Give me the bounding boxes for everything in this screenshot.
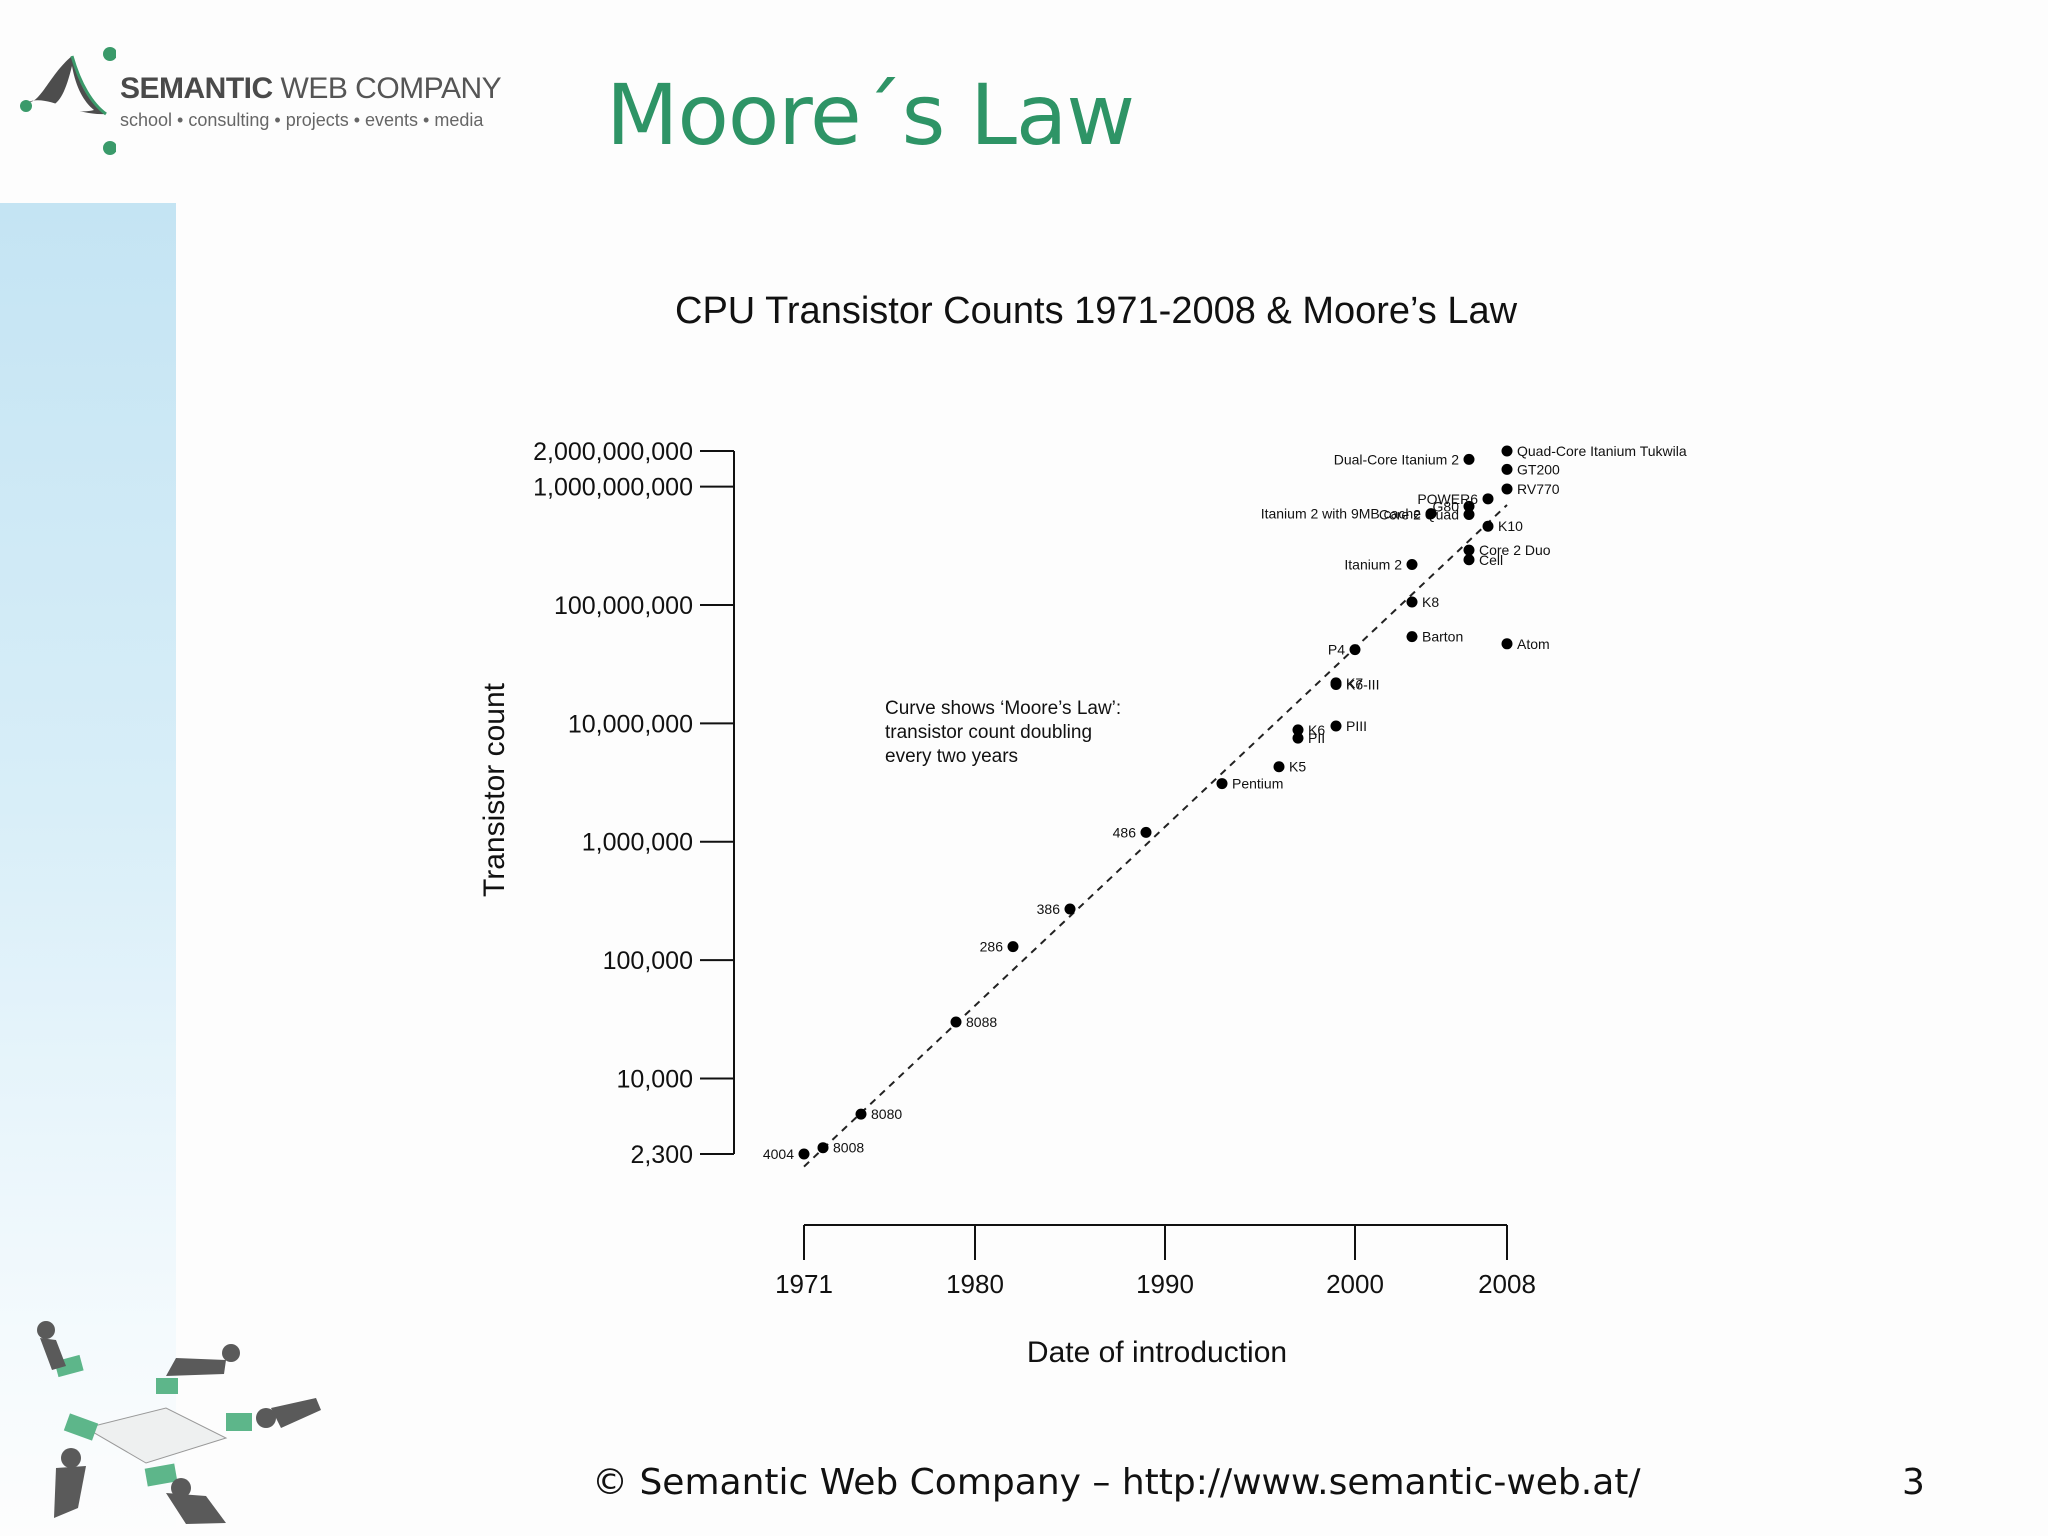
data-point-label: 8080 [871, 1106, 902, 1122]
data-point-label: Atom [1517, 636, 1550, 652]
data-point-label: Itanium 2 [1344, 556, 1402, 572]
data-point-label: Quad-Core Itanium Tukwila [1517, 443, 1687, 459]
annotation-line-3: every two years [885, 746, 1018, 767]
data-point [1482, 520, 1494, 532]
data-point [1216, 778, 1228, 790]
data-point-label: Core 2 Quad [1379, 506, 1459, 522]
data-point-label: RV770 [1517, 481, 1560, 497]
y-tick-label: 1,000,000,000 [533, 474, 693, 502]
data-point-label: GT200 [1517, 461, 1560, 477]
page-number: 3 [1902, 1462, 1925, 1503]
data-point-label: PIII [1346, 718, 1367, 734]
logo-brand-bold: SEMANTIC [120, 72, 273, 105]
data-point-label: K10 [1498, 518, 1523, 534]
data-point [1463, 500, 1475, 512]
y-tick-label: 2,300 [630, 1141, 693, 1169]
slide-title: Moore´s Law [606, 66, 1135, 164]
data-point-label: K6 [1308, 722, 1325, 738]
data-point-label: K5 [1289, 759, 1306, 775]
data-point-label: K7 [1346, 675, 1363, 691]
annotation-line-2: transistor count doubling [885, 722, 1092, 743]
data-point-label: G80 [1433, 498, 1460, 514]
y-tick-label: 10,000,000 [568, 710, 693, 738]
moores-law-trend-line [803, 504, 1508, 1168]
x-axis: 1971 1980 1990 2000 2008 [775, 1224, 1536, 1299]
y-tick-label: 2,000,000,000 [533, 438, 693, 466]
data-point [1140, 826, 1152, 838]
data-point [1292, 724, 1304, 736]
puzzle-figures-illustration [37, 1321, 321, 1524]
data-point [1501, 445, 1513, 457]
data-point [1482, 493, 1494, 505]
data-point-label: Dual-Core Itanium 2 [1334, 451, 1459, 467]
data-point [1501, 463, 1513, 475]
x-tick-label: 2008 [1478, 1269, 1536, 1299]
data-point [1501, 638, 1513, 650]
data-point [1463, 544, 1475, 556]
data-point-label: 4004 [763, 1146, 794, 1162]
x-tick-label: 1980 [946, 1269, 1004, 1299]
data-point [817, 1142, 829, 1154]
data-point [798, 1148, 810, 1160]
data-point-label: K6-III [1346, 676, 1379, 692]
data-point [1406, 596, 1418, 608]
x-tick-label: 1990 [1136, 1269, 1194, 1299]
logo-brand-rest: WEB COMPANY [280, 72, 502, 105]
data-point-label: 8088 [966, 1014, 997, 1030]
y-axis: 2,000,000,000 1,000,000,000 100,000,000 10,… [533, 438, 735, 1169]
data-point [1007, 941, 1019, 953]
data-point [1292, 732, 1304, 744]
data-point [1064, 903, 1076, 915]
data-point-label: Cell [1479, 552, 1503, 568]
chart-title: CPU Transistor Counts 1971-2008 & Moore’… [675, 290, 1518, 332]
logo-brand-text: SEMANTIC WEB COMPANY [120, 72, 502, 106]
data-point [1501, 483, 1513, 495]
data-point [1349, 644, 1361, 656]
y-axis-label: Transistor count [478, 682, 511, 897]
data-point [1406, 558, 1418, 570]
data-point [1425, 508, 1437, 520]
data-point [1406, 631, 1418, 643]
data-point-label: 8008 [833, 1140, 864, 1156]
x-axis-label: Date of introduction [1027, 1336, 1287, 1369]
data-point-label: Core 2 Duo [1479, 542, 1551, 558]
y-tick-label: 10,000 [617, 1065, 693, 1093]
data-point-label: POWER6 [1417, 491, 1478, 507]
data-point-label: 286 [980, 939, 1004, 955]
data-point [855, 1108, 867, 1120]
data-point-label: 486 [1113, 824, 1137, 840]
data-point [1463, 453, 1475, 465]
data-point [1463, 508, 1475, 520]
data-point-label: P4 [1328, 642, 1345, 658]
data-point-label: 386 [1037, 901, 1061, 917]
y-tick-label: 1,000,000 [582, 829, 693, 857]
y-tick-label: 100,000,000 [554, 592, 693, 620]
footer-copyright: © Semantic Web Company – http://www.sema… [592, 1462, 1641, 1503]
data-point-label: PII [1308, 730, 1325, 746]
data-point [950, 1016, 962, 1028]
x-tick-label: 2000 [1326, 1269, 1384, 1299]
data-point-label: K8 [1422, 594, 1439, 610]
logo-tagline: school • consulting • projects • events … [120, 110, 484, 130]
data-point-label: Itanium 2 with 9MB cache [1261, 506, 1422, 522]
data-point [1273, 761, 1285, 773]
data-point [1330, 720, 1342, 732]
annotation-line-1: Curve shows ‘Moore’s Law’: [885, 698, 1121, 719]
y-tick-label: 100,000 [603, 947, 693, 975]
data-point-label: Barton [1422, 629, 1463, 645]
company-logo[interactable]: SEMANTIC WEB COMPANY school • consulting… [20, 44, 502, 162]
x-tick-label: 1971 [775, 1269, 833, 1299]
sidebar-gradient-band [0, 203, 176, 1536]
data-point [1330, 677, 1342, 689]
logo-mark-icon [20, 47, 116, 155]
data-point [1463, 554, 1475, 566]
data-point-label: Pentium [1232, 776, 1283, 792]
